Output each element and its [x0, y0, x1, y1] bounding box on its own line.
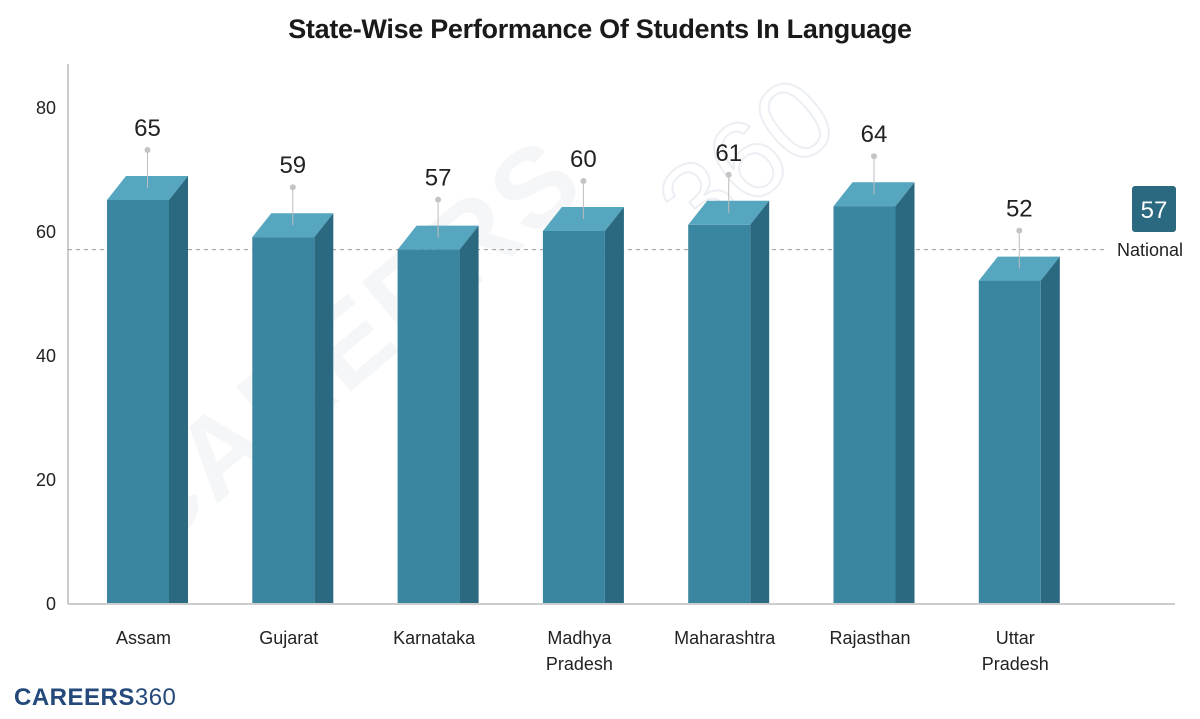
x-tick-label: Pradesh — [982, 654, 1049, 674]
y-axis-ticks: 0 20 40 60 80 — [36, 98, 56, 614]
logo-number: 360 — [134, 684, 177, 711]
x-tick-label: Uttar — [996, 628, 1035, 648]
bar: 65 — [107, 115, 188, 603]
national-value-badge — [1132, 186, 1176, 232]
national-value: 57 — [1141, 197, 1168, 224]
bar-front — [833, 206, 896, 603]
bar-value-label: 60 — [570, 146, 597, 173]
bar: 57 — [397, 165, 479, 603]
bar-side — [895, 182, 915, 603]
bar-side — [1040, 256, 1060, 603]
y-tick-label: 0 — [46, 594, 56, 614]
bars: 65 59 57 60 61 64 52 — [107, 115, 1060, 604]
bar-side — [604, 207, 624, 603]
y-tick-label: 40 — [36, 346, 56, 366]
bar: 60 — [542, 146, 624, 603]
bar-front — [688, 224, 751, 604]
bar-value-label: 64 — [861, 121, 888, 148]
bar-value-label: 65 — [134, 115, 161, 142]
bar-value-label: 52 — [1006, 196, 1033, 223]
value-leader-dot — [871, 153, 877, 160]
bar: 52 — [978, 196, 1060, 603]
bar-front — [252, 237, 315, 603]
national-label: National — [1117, 240, 1183, 260]
x-tick-label: Assam — [116, 628, 171, 648]
value-leader-dot — [289, 184, 296, 191]
value-leader-dot — [580, 178, 587, 184]
y-tick-label: 60 — [36, 222, 56, 242]
x-tick-label: Rajasthan — [829, 628, 910, 648]
logo-brand: CAREERS — [14, 684, 135, 711]
x-tick-label: Madhya — [547, 628, 612, 648]
careers360-logo: CAREERS360 — [14, 684, 176, 712]
bar: 59 — [252, 152, 334, 603]
bar-side — [750, 200, 770, 604]
bar-front — [397, 249, 460, 603]
bar-front — [107, 200, 169, 603]
bar: 64 — [833, 121, 915, 603]
y-tick-label: 20 — [36, 470, 56, 490]
bar: 61 — [688, 140, 770, 604]
bar-front — [542, 231, 605, 603]
bar-side — [459, 225, 479, 603]
value-leader-dot — [435, 196, 442, 203]
chart-title: State-Wise Performance Of Students In La… — [288, 14, 912, 44]
bar-value-label: 61 — [715, 140, 742, 167]
value-leader-dot — [1016, 227, 1023, 234]
national-reference: 57 National — [68, 186, 1183, 260]
x-tick-label: Karnataka — [393, 628, 476, 648]
bar-front — [978, 280, 1041, 603]
x-axis-labels: Assam Gujarat Karnataka Madhya Pradesh Mahara… — [116, 628, 1049, 674]
x-tick-label: Maharashtra — [674, 628, 776, 648]
bar-side — [169, 176, 188, 603]
x-tick-label: Gujarat — [259, 628, 318, 648]
value-leader-dot — [725, 171, 732, 178]
bar-value-label: 59 — [279, 152, 306, 179]
x-tick-label: Pradesh — [546, 654, 613, 674]
value-leader-dot — [144, 147, 151, 153]
bar-value-label: 57 — [425, 165, 452, 192]
bar-side — [314, 213, 334, 603]
y-tick-label: 80 — [36, 98, 56, 118]
